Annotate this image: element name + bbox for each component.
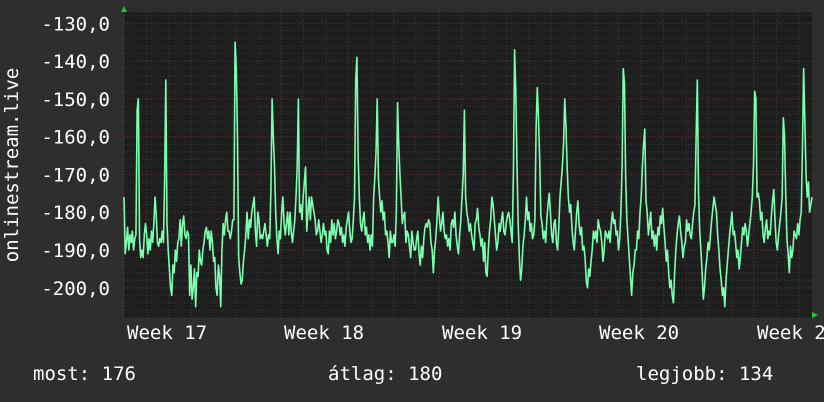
y-tick-label: -140,0: [41, 51, 110, 73]
y-tick-label: -150,0: [41, 89, 110, 111]
y-tick-label: -170,0: [41, 164, 110, 186]
y-tick-label: -130,0: [41, 13, 110, 35]
x-tick-label: Week 19: [442, 322, 522, 344]
average-value: átlag: 180: [328, 363, 443, 385]
x-axis-arrow: [812, 312, 818, 318]
y-tick-label: -180,0: [41, 202, 110, 224]
x-axis-ticks: Week 17 Week 18 Week 19 Week 20 Week 21: [127, 322, 824, 344]
x-tick-label: Week 17: [127, 322, 207, 344]
x-tick-label: Week 18: [284, 322, 364, 344]
x-tick-label: Week 20: [599, 322, 679, 344]
y-axis-ticks: -130,0 -140,0 -150,0 -160,0 -170,0 -180,0 -190…: [41, 13, 110, 299]
y-tick-label: -200,0: [41, 278, 110, 300]
line-chart: -130,0 -140,0 -150,0 -160,0 -170,0 -180,0 -190…: [1, 6, 824, 344]
y-axis-arrow: [121, 6, 127, 12]
y-tick-label: -190,0: [41, 240, 110, 262]
y-tick-label: -160,0: [41, 127, 110, 149]
series-line: [123, 41, 813, 308]
current-value: most: 176: [33, 363, 136, 385]
x-tick-label: Week 21: [757, 322, 824, 344]
y-axis-label: onlinestream.live: [1, 68, 23, 262]
best-value: legjobb: 134: [636, 363, 774, 385]
